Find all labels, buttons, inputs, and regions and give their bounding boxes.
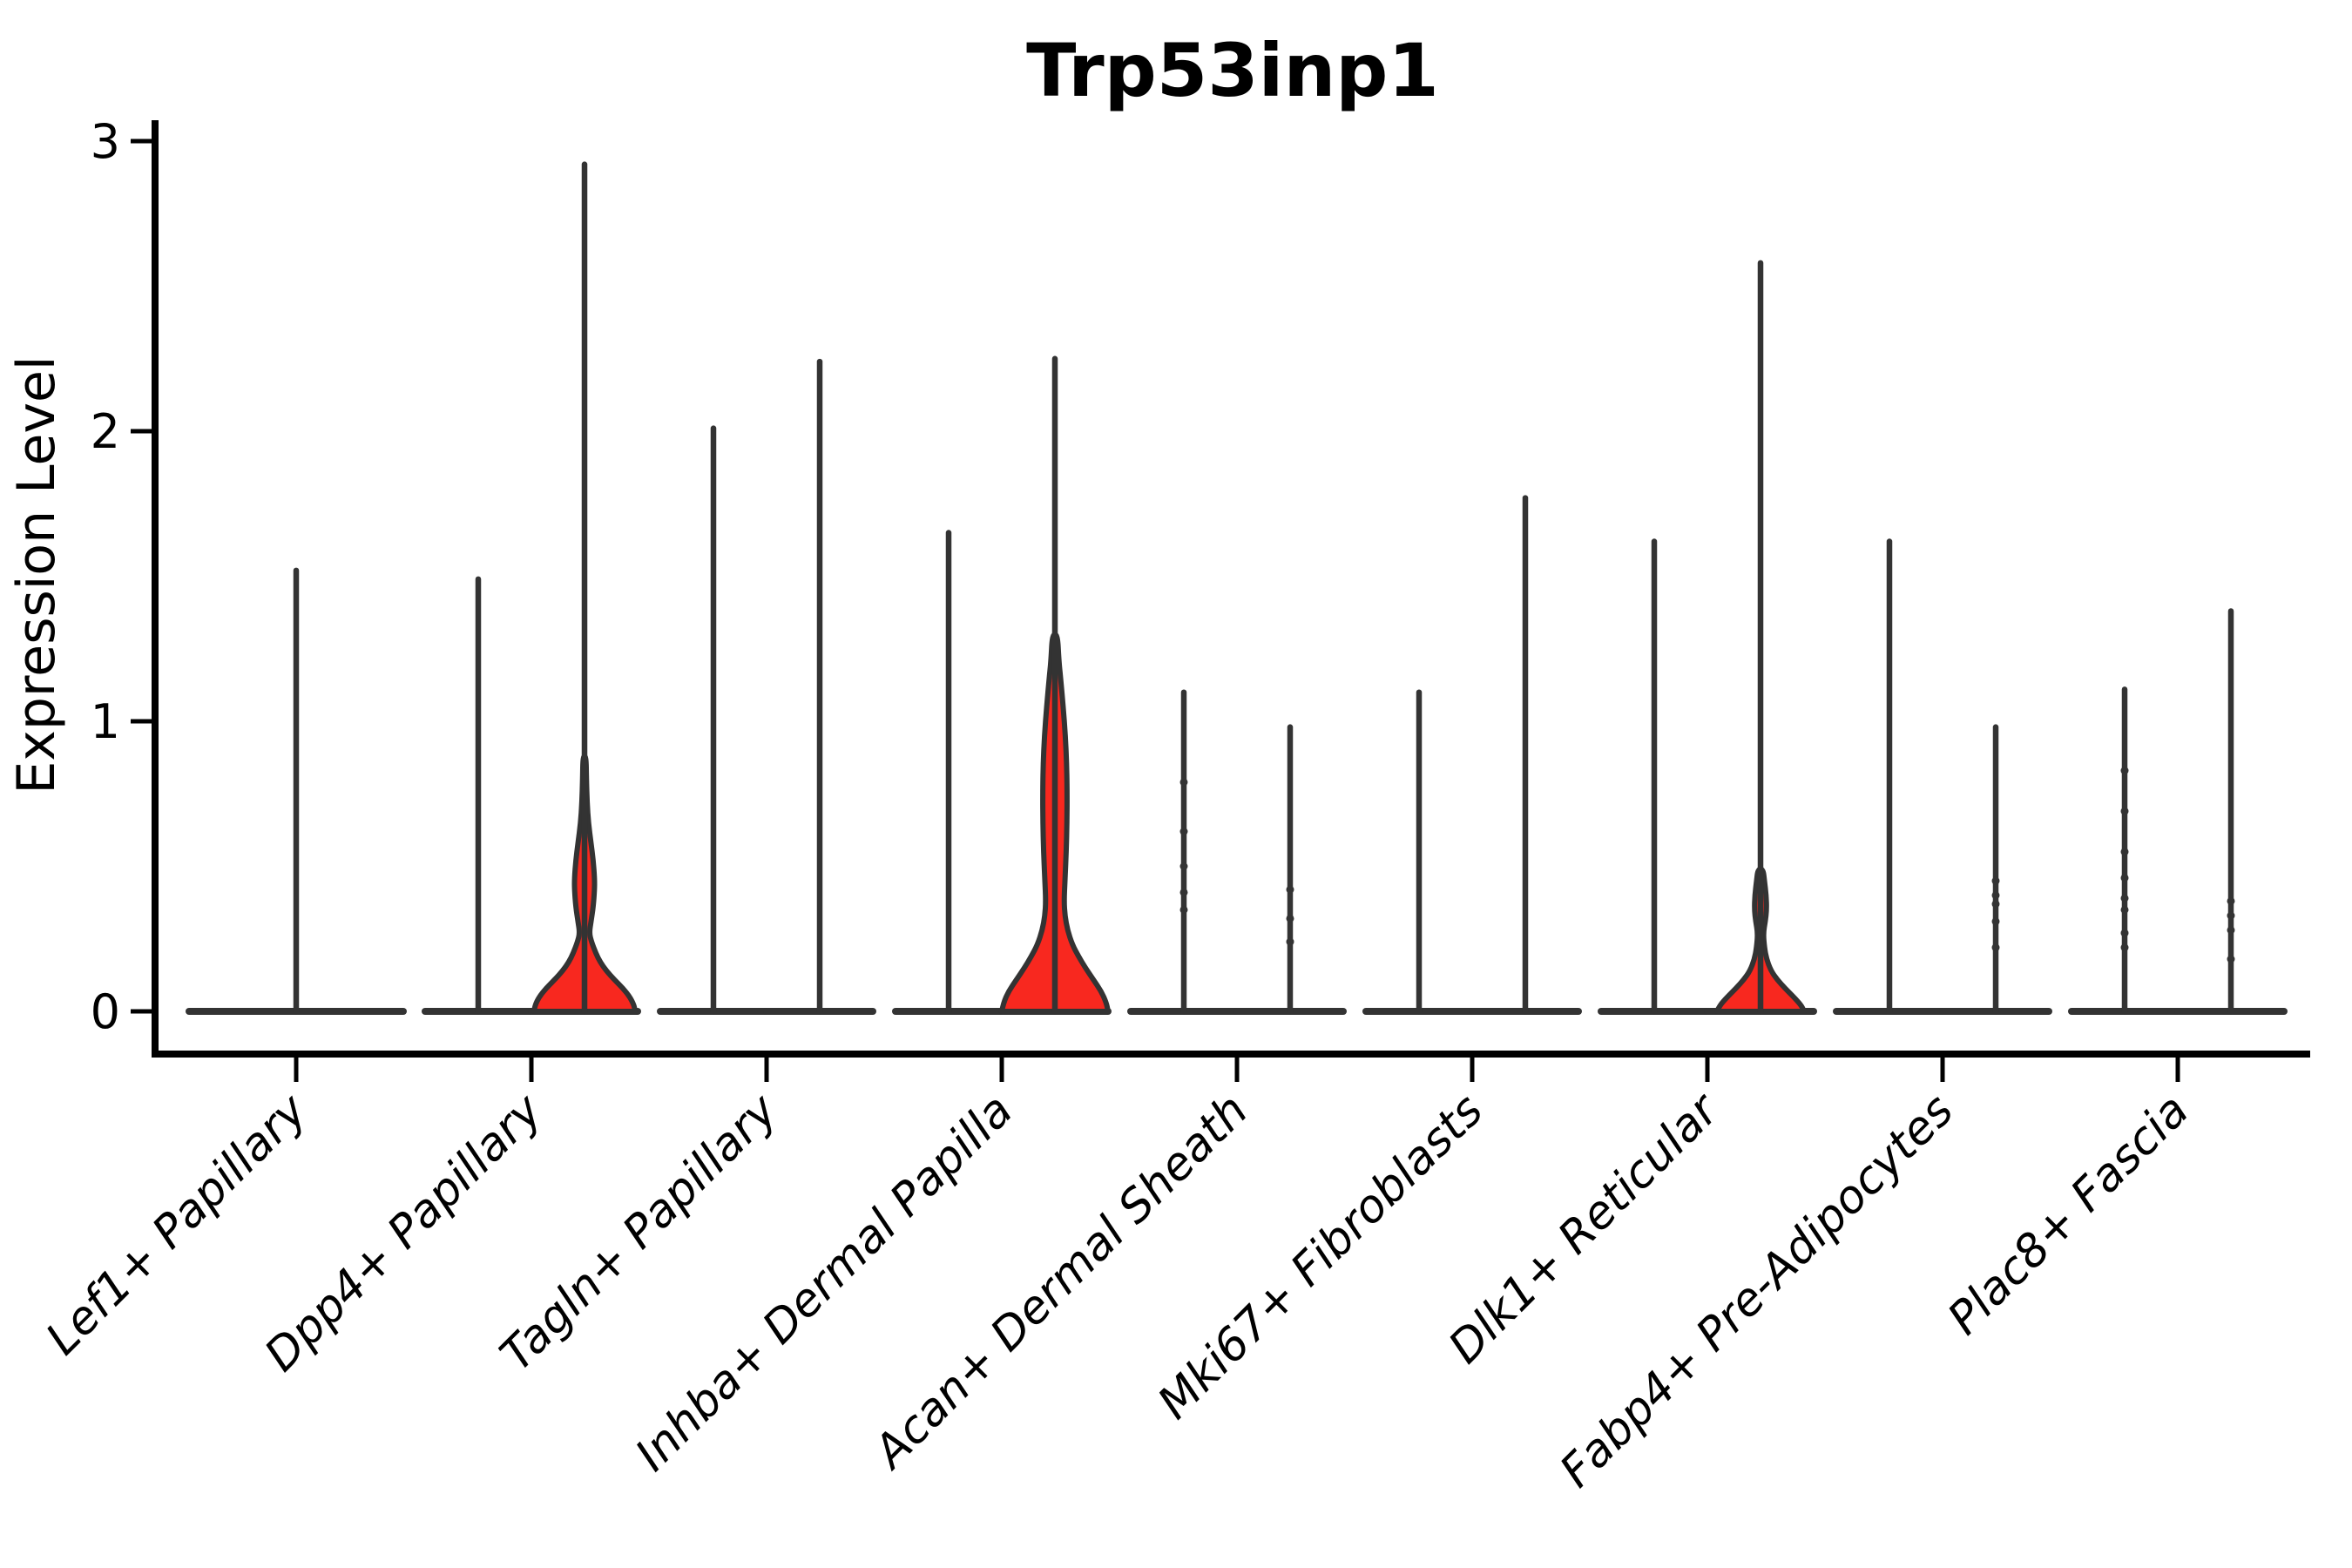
jitter-dot [2120, 894, 2129, 902]
violin [1362, 689, 1476, 1015]
x-axis-tick-label: Inhba+ Dermal Papilla [625, 1085, 1023, 1482]
violin [186, 567, 407, 1015]
violin [1833, 538, 1946, 1015]
violin [892, 530, 1005, 1015]
violin [657, 425, 770, 1015]
y-axis-tick-label: 2 [91, 404, 120, 459]
violin [1939, 724, 2052, 1015]
jitter-dot [1286, 885, 1294, 894]
violin [2068, 686, 2181, 1015]
violin [422, 576, 535, 1015]
jitter-dot [1991, 917, 2000, 926]
jitter-dot [2120, 929, 2129, 937]
violin [763, 358, 876, 1015]
violin [2174, 608, 2288, 1015]
y-axis-ticks: 0 1 2 3 [91, 114, 155, 1039]
jitter-dot [2227, 896, 2235, 905]
jitter-dot [1179, 828, 1188, 836]
jitter-dot [2120, 943, 2129, 952]
violin [1598, 538, 1711, 1015]
violin [998, 355, 1112, 1015]
jitter-dot [2227, 926, 2235, 935]
y-axis-tick-label: 0 [91, 984, 120, 1039]
x-axis-tick-label: Fabp4+ Pre-Adipocytes [1551, 1085, 1964, 1498]
y-axis-tick-label: 1 [91, 694, 120, 749]
jitter-dot [1991, 943, 2000, 952]
jitter-dot [2120, 807, 2129, 815]
jitter-dot [1286, 937, 1294, 946]
jitter-dot [2120, 767, 2129, 775]
jitter-dot [1179, 888, 1188, 896]
jitter-dot [1179, 862, 1188, 870]
jitter-dot [1991, 876, 2000, 885]
jitter-dot [2120, 905, 2129, 914]
jitter-dot [1991, 900, 2000, 909]
violin [1704, 260, 1817, 1015]
x-axis-tick-label: Acan+ Dermal Sheath [862, 1085, 1258, 1480]
violin [1469, 495, 1582, 1015]
chart-title: Trp53inp1 [1026, 28, 1439, 113]
jitter-dot [1286, 914, 1294, 923]
x-axis-tick-label: Plac8+ Fascia [1938, 1085, 2199, 1345]
jitter-dot [1991, 891, 2000, 900]
jitter-dot [2227, 955, 2235, 963]
jitter-dot [2120, 874, 2129, 882]
jitter-dot [1179, 778, 1188, 787]
y-axis-label: Expression Level [6, 355, 67, 794]
violin [1233, 724, 1347, 1015]
violin [528, 161, 641, 1015]
violin [1127, 689, 1240, 1015]
y-axis-tick-label: 3 [91, 114, 120, 169]
violins-layer [186, 161, 2288, 1015]
jitter-dot [2227, 911, 2235, 920]
jitter-dot [1179, 905, 1188, 914]
jitter-dot [2120, 848, 2129, 856]
